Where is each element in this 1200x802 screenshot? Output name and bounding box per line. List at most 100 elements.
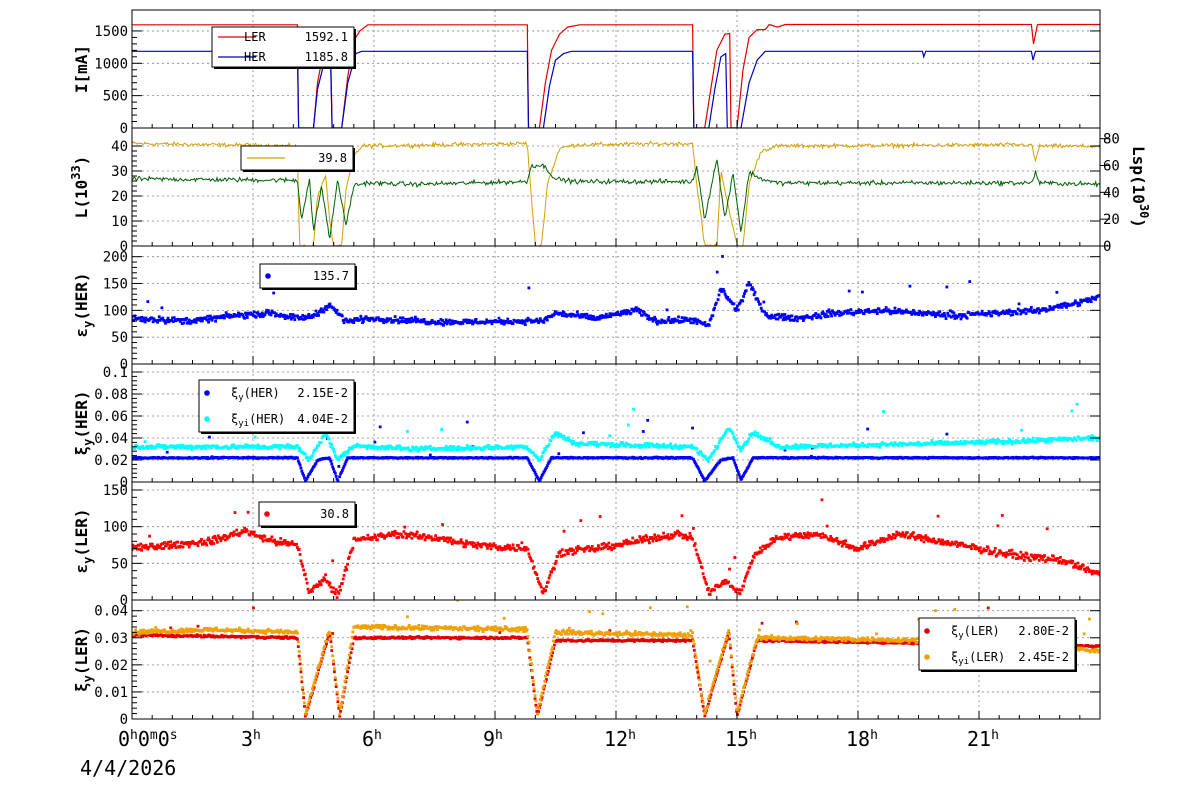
- data-point: [1001, 514, 1004, 517]
- data-point: [896, 311, 899, 314]
- data-point: [256, 447, 259, 450]
- data-point: [162, 547, 165, 550]
- data-point: [526, 445, 529, 448]
- y-tick-label: 50: [111, 556, 128, 572]
- data-point: [497, 548, 500, 551]
- data-point: [465, 319, 468, 322]
- data-point: [320, 441, 323, 444]
- data-point: [247, 511, 250, 514]
- data-point: [1089, 438, 1092, 441]
- data-point: [506, 318, 509, 321]
- data-point: [379, 425, 382, 428]
- data-point: [572, 549, 575, 552]
- data-point: [524, 323, 527, 326]
- data-point: [732, 456, 735, 459]
- data-point: [732, 432, 735, 435]
- data-point: [200, 538, 203, 541]
- y-axis-label-sub: y: [81, 321, 95, 328]
- legend: 30.8: [259, 502, 357, 528]
- data-point: [737, 588, 740, 591]
- data-point: [327, 306, 330, 309]
- data-point: [397, 536, 400, 539]
- data-point: [645, 535, 648, 538]
- data-point: [344, 454, 347, 457]
- data-point: [320, 583, 323, 586]
- y-axis-label-tail: (HER): [72, 272, 91, 320]
- data-point: [328, 438, 331, 441]
- data-point: [540, 586, 543, 589]
- data-point: [402, 316, 405, 319]
- data-point: [297, 645, 300, 648]
- data-point: [548, 577, 551, 580]
- data-point: [1007, 553, 1010, 556]
- data-point: [289, 313, 292, 316]
- data-point: [734, 464, 737, 467]
- data-point: [769, 437, 772, 440]
- legend-value: 1185.8: [305, 50, 348, 64]
- data-point: [341, 315, 344, 318]
- data-point: [578, 445, 581, 448]
- legend-label-symbol: ξ: [231, 386, 238, 400]
- data-point: [526, 320, 529, 323]
- data-point: [667, 533, 670, 536]
- data-point: [713, 449, 716, 452]
- data-point: [733, 302, 736, 305]
- data-point: [527, 548, 530, 551]
- data-point: [662, 532, 665, 535]
- data-point: [941, 539, 944, 542]
- data-point: [669, 442, 672, 445]
- data-point: [599, 515, 602, 518]
- data-point: [826, 525, 829, 528]
- data-point: [176, 541, 179, 544]
- data-point: [798, 536, 801, 539]
- data-point: [303, 705, 306, 708]
- data-point: [416, 446, 419, 449]
- data-point: [561, 314, 564, 317]
- data-point: [747, 437, 750, 440]
- right-y-tick-label: 80: [1103, 132, 1120, 148]
- data-point: [783, 537, 786, 540]
- data-point: [271, 535, 274, 538]
- data-point: [1070, 410, 1073, 413]
- data-point: [912, 531, 915, 534]
- data-point: [906, 531, 909, 534]
- data-point: [262, 540, 265, 543]
- data-point: [300, 562, 303, 565]
- data-point: [713, 589, 716, 592]
- data-point: [702, 476, 705, 479]
- data-point: [296, 456, 299, 459]
- data-point: [990, 314, 993, 317]
- data-point: [302, 474, 305, 477]
- data-point: [789, 319, 792, 322]
- data-point: [681, 514, 684, 517]
- data-point: [953, 312, 956, 315]
- y-axis-label-sub: y: [81, 439, 95, 446]
- data-point: [738, 445, 741, 448]
- data-point: [342, 578, 345, 581]
- data-point: [789, 538, 792, 541]
- data-point: [261, 537, 264, 540]
- data-point: [985, 549, 988, 552]
- data-point: [742, 295, 745, 298]
- data-point: [1056, 557, 1059, 560]
- data-point: [298, 655, 301, 658]
- data-point: [337, 465, 340, 468]
- data-point: [208, 436, 211, 439]
- right-y-axis-label-tail: ): [1129, 218, 1148, 228]
- data-point: [784, 313, 787, 316]
- data-point: [339, 589, 342, 592]
- data-point: [647, 315, 650, 318]
- data-point: [542, 321, 545, 324]
- data-point: [1090, 300, 1093, 303]
- data-point: [330, 649, 333, 652]
- data-point: [1063, 302, 1066, 305]
- data-point: [410, 537, 413, 540]
- data-point: [527, 552, 530, 555]
- data-point: [300, 680, 303, 683]
- panel-tune-shift-ler: 00.010.020.030.04ξy(LER)ξy(LER)2.80E-2ξy…: [72, 592, 1101, 728]
- data-point: [201, 319, 204, 322]
- data-point: [756, 298, 759, 301]
- data-point: [638, 311, 641, 314]
- data-point: [205, 544, 208, 547]
